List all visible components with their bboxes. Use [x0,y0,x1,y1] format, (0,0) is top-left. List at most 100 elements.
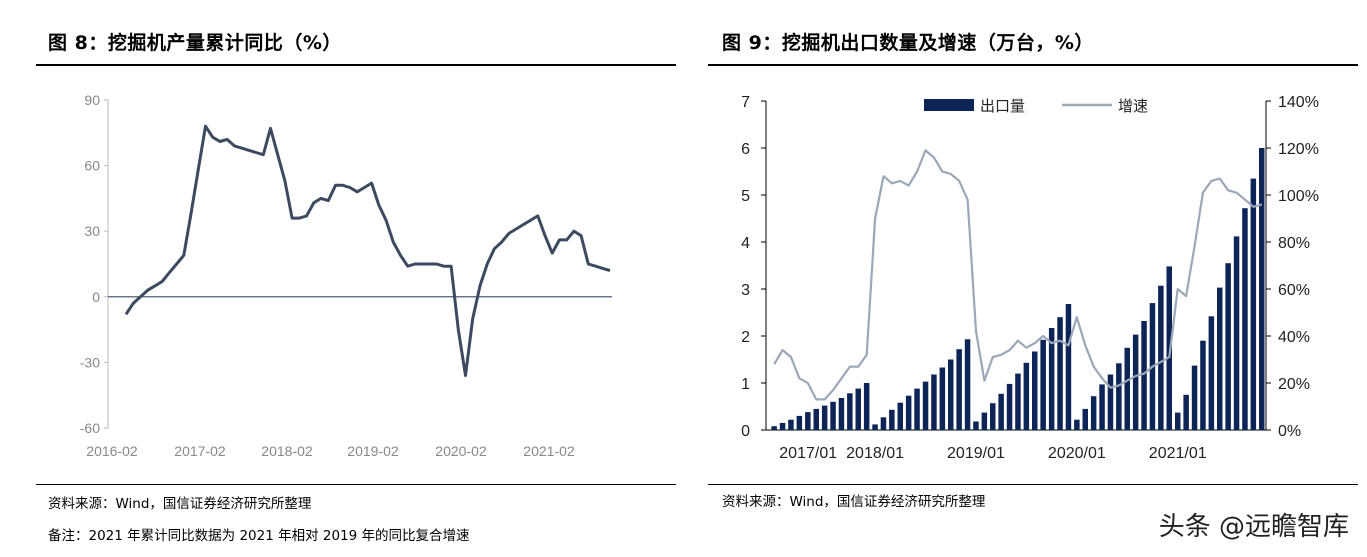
right-export-bar [872,424,878,430]
left-panel: 图 8：挖掘机产量累计同比（%） 90 60 30 0 -30 -60 2016-02 201… [0,0,680,557]
right-export-bar [931,374,937,430]
right-right-tick-label: 60% [1278,282,1310,299]
right-source-rule [708,484,1358,485]
right-export-bar [1217,287,1223,430]
right-title-rule [708,64,1358,66]
right-x-tick-label: 2017/01 [779,445,837,462]
right-export-bar [948,359,954,430]
right-export-bar [1065,304,1072,430]
right-source-text: 资料来源：Wind，国信证券经济研究所整理 [722,494,986,510]
right-export-bar [1124,347,1130,431]
right-export-bar [1090,396,1097,430]
right-right-tick-label: 100% [1278,188,1319,205]
right-right-tick-label: 0% [1278,423,1301,440]
right-export-bar [1191,365,1198,430]
right-export-bar [1141,321,1147,430]
left-source-text: 资料来源：Wind，国信证券经济研究所整理 [48,496,312,512]
left-note-text: 备注：2021 年累计同比数据为 2021 年相对 2019 年的同比复合增速 [48,528,470,544]
right-left-tick-label: 6 [741,141,750,158]
right-x-tick-label: 2019/01 [947,445,1005,462]
right-export-bar [964,339,971,430]
right-export-bar [1057,317,1063,430]
right-export-bar [1107,374,1114,430]
right-right-tick-label: 140% [1278,94,1319,111]
right-x-tick-label: 2018/01 [846,445,904,462]
left-series-line [124,124,611,377]
right-panel: 图 9：挖掘机出口数量及增速（万台，%） 0 1 2 3 4 5 6 7 0% 20% 40% 60%… [700,0,1367,557]
right-export-bar [1040,339,1046,430]
right-export-bar [956,349,962,430]
right-right-tick-label: 80% [1278,235,1310,252]
watermark-text: 头条 @远瞻智库 [1158,512,1349,542]
right-export-bar [1208,316,1215,430]
right-export-bar [1242,208,1248,430]
left-y-tick-label: 90 [84,92,100,108]
right-export-bar [1158,285,1164,430]
right-growth-line [773,149,1263,401]
right-left-tick-label: 0 [741,423,750,440]
right-export-bar [914,388,920,430]
right-export-bar [796,415,803,430]
right-export-bar [1233,236,1240,430]
legend-line-label: 增速 [1118,98,1148,115]
right-export-bar [897,402,903,430]
right-figure-title: 图 9：挖掘机出口数量及增速（万台，%） [722,32,1094,54]
right-export-bar [998,393,1004,430]
right-export-bar [805,412,811,430]
left-x-tick-label: 2020-02 [435,443,487,459]
left-x-tick-label: 2021-02 [523,443,575,459]
right-export-bar [1082,408,1088,430]
right-bar-line-chart: 0 1 2 3 4 5 6 7 0% 20% 40% 60% 80% 100% 120% 140% 2017/0… [741,94,1319,462]
right-right-tick-label: 20% [1278,376,1310,393]
right-export-bar [1023,362,1030,430]
right-left-tick-label: 5 [741,188,750,205]
right-export-bar [981,412,988,430]
right-export-bar [813,408,819,430]
left-y-tick-label: 60 [84,158,100,174]
right-export-bar [830,401,836,430]
right-export-bar [1132,334,1139,430]
left-x-tick-label: 2017-02 [174,443,226,459]
right-export-bar [838,398,845,430]
right-export-bar [990,403,996,430]
left-line-chart: 90 60 30 0 -30 -60 2016-02 2017-02 2018-02 2019-0… [80,92,612,459]
right-left-tick-label: 1 [741,376,750,393]
left-y-tick-label: -30 [80,354,100,370]
left-x-tick-label: 2019-02 [347,443,399,459]
right-export-bar [1048,328,1055,430]
right-export-bar [939,367,946,430]
right-export-bar [973,421,979,430]
right-export-bar [1183,394,1189,431]
left-x-tick-label: 2018-02 [261,443,313,459]
left-y-tick-label: -60 [80,420,100,436]
right-left-tick-label: 4 [741,235,750,252]
right-export-bar [788,419,794,430]
right-right-tick-label: 40% [1278,329,1310,346]
right-export-bar [1032,351,1038,430]
right-export-bar [1200,340,1206,430]
right-export-bar [905,395,912,430]
left-title-rule [36,64,676,66]
left-x-tick-label: 2016-02 [86,443,138,459]
right-export-bar [1166,266,1172,430]
right-x-tick-label: 2020/01 [1048,445,1106,462]
right-export-bar [1225,263,1231,430]
right-export-bar [1006,383,1013,430]
left-y-tick-label: 30 [84,223,100,239]
left-source-rule [36,484,676,485]
right-left-tick-label: 7 [741,94,750,111]
right-export-bar [889,409,895,430]
right-export-bar [771,426,777,430]
right-right-tick-label: 120% [1278,141,1319,158]
right-export-bar [863,383,870,430]
right-export-bar [1099,384,1105,430]
right-export-bar [855,388,861,430]
left-y-tick-label: 0 [92,289,100,305]
right-export-bar [847,393,853,430]
right-export-bar [779,422,786,430]
legend-bar-label: 出口量 [980,98,1025,115]
right-export-bar [821,405,828,430]
left-figure-title: 图 8：挖掘机产量累计同比（%） [48,32,342,54]
right-export-bar [1175,412,1181,430]
right-export-bar [1074,419,1080,430]
